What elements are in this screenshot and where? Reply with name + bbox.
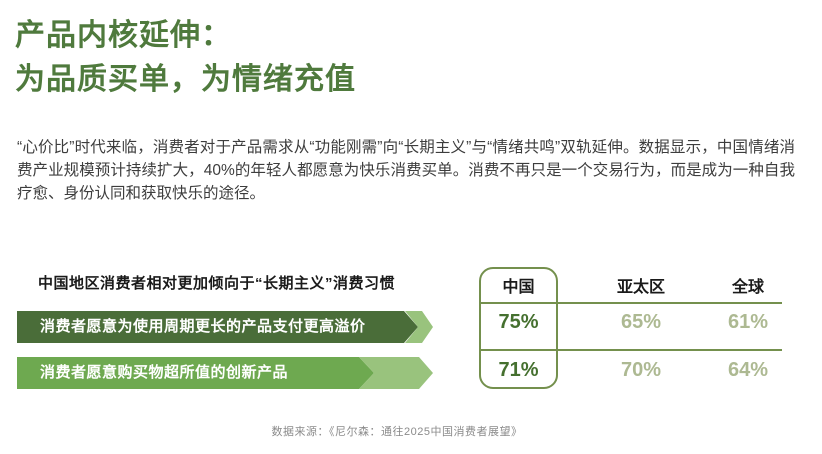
page-title-line2: 为品质买单，为情绪充值 bbox=[15, 63, 356, 96]
china-column-highlight-box bbox=[479, 267, 558, 389]
value-premium-china: 75% bbox=[498, 311, 539, 333]
table-separator-bottom bbox=[479, 349, 782, 351]
value-innovation-global: 64% bbox=[727, 359, 769, 381]
arrow-bar-premium: 消费者愿意为使用周期更长的产品支付更高溢价 bbox=[17, 311, 433, 343]
value-innovation-apac: 70% bbox=[620, 359, 662, 381]
page-title: 产品内核延伸： 为品质买单，为情绪充值 bbox=[15, 14, 356, 102]
column-header-apac: 亚太区 bbox=[616, 279, 665, 296]
arrow-bar-premium-label: 消费者愿意为使用周期更长的产品支付更高溢价 bbox=[40, 318, 366, 335]
data-source-note: 数据来源：《尼尔森：通往2025中国消费者展望》 bbox=[271, 426, 523, 438]
arrow-bar-innovation-label: 消费者愿意购买物超所值的创新产品 bbox=[40, 364, 289, 381]
value-premium-apac: 65% bbox=[620, 311, 662, 333]
value-innovation-china: 71% bbox=[498, 359, 539, 381]
chart-title: 中国地区消费者相对更加倾向于“长期主义”消费习惯 bbox=[38, 275, 396, 292]
page-title-line1: 产品内核延伸： bbox=[15, 19, 232, 52]
arrow-bar-premium-body bbox=[17, 311, 418, 343]
table-separator-top bbox=[479, 302, 782, 304]
arrow-bar-innovation-body bbox=[17, 357, 374, 389]
column-header-global: 全球 bbox=[731, 279, 764, 296]
intro-paragraph: “心价比”时代来临，消费者对于产品需求从“功能刚需”向“长期主义”与“情绪共鸣”… bbox=[17, 138, 795, 202]
arrow-bar-innovation: 消费者愿意购买物超所值的创新产品 bbox=[17, 357, 433, 389]
value-premium-global: 61% bbox=[727, 311, 769, 333]
column-header-china: 中国 bbox=[502, 279, 535, 296]
